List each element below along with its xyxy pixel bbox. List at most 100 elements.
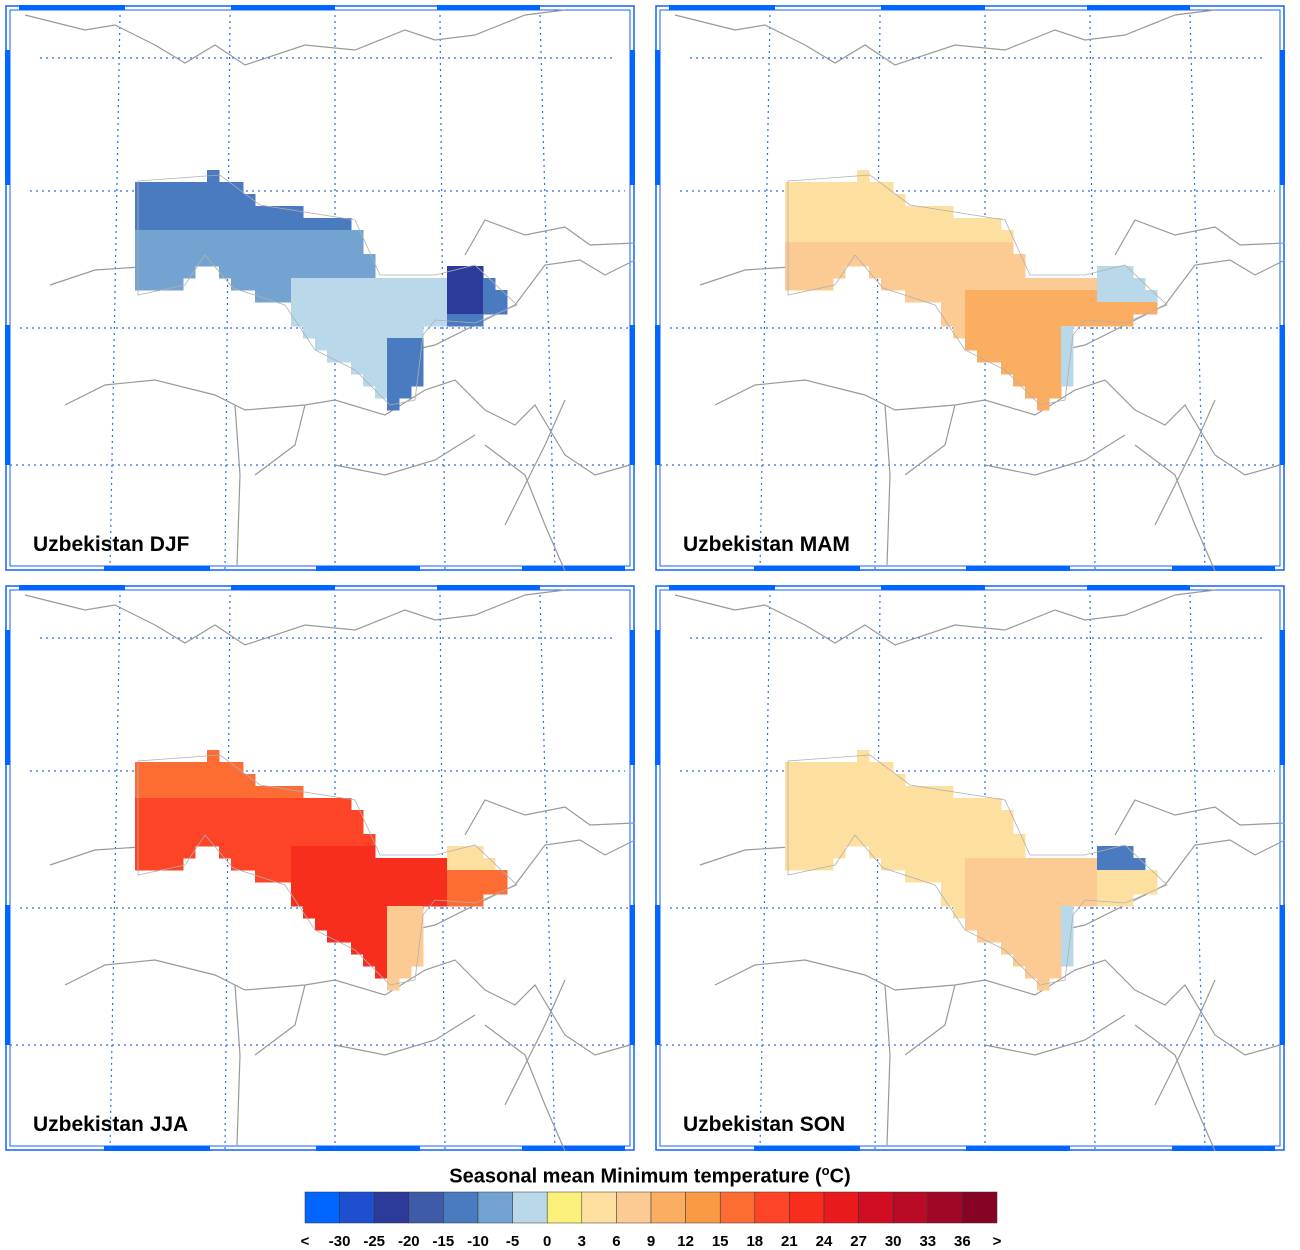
temperature-cell [255, 870, 268, 883]
frame-tick-bottom [522, 1146, 625, 1151]
temperature-cell [1049, 278, 1062, 291]
temperature-cell [929, 218, 942, 231]
temperature-cell [375, 930, 388, 943]
temperature-cell [315, 314, 328, 327]
temperature-cell [399, 918, 412, 931]
temperature-cell [821, 242, 834, 255]
temperature-cell [315, 254, 328, 267]
temperature-cell [435, 290, 448, 303]
temperature-cell [351, 350, 364, 363]
temperature-cell [411, 302, 424, 315]
temperature-cell [159, 218, 172, 231]
temperature-cell [279, 242, 292, 255]
temperature-cell [135, 206, 148, 219]
temperature-cell [845, 798, 858, 811]
temperature-cell [279, 218, 292, 231]
temperature-cell [797, 834, 810, 847]
temperature-cell [1037, 326, 1050, 339]
temperature-cell [207, 822, 220, 835]
temperature-cell [977, 314, 990, 327]
temperature-cell [315, 810, 328, 823]
temperature-cell [929, 870, 942, 883]
temperature-cell [929, 278, 942, 291]
temperature-cell [869, 218, 882, 231]
temperature-cell [423, 290, 436, 303]
temperature-cell [279, 786, 292, 799]
temperature-cell [1073, 870, 1086, 883]
temperature-cell [279, 230, 292, 243]
temperature-cell [857, 254, 870, 267]
temperature-cell [339, 326, 352, 339]
temperature-cell [797, 846, 810, 859]
colorbar-swatch [650, 1191, 686, 1224]
temperature-cell [1133, 858, 1146, 871]
temperature-cell [447, 882, 460, 895]
temperature-cell [965, 290, 978, 303]
temperature-cell [303, 314, 316, 327]
temperature-cell [303, 870, 316, 883]
temperature-cell [387, 386, 400, 399]
temperature-cell [183, 846, 196, 859]
temperature-cell [1013, 870, 1026, 883]
temperature-cell [279, 206, 292, 219]
temperature-cell [893, 786, 906, 799]
temperature-cell [171, 254, 184, 267]
temperature-cell [905, 266, 918, 279]
temperature-cell [929, 846, 942, 859]
temperature-cell [989, 266, 1002, 279]
temperature-cell [1001, 846, 1014, 859]
country-border [234, 984, 566, 1151]
temperature-cell [267, 858, 280, 871]
temperature-cell [315, 846, 328, 859]
temperature-cell [159, 858, 172, 871]
temperature-cell [797, 774, 810, 787]
graticule-line [109, 594, 121, 1151]
temperature-cell [399, 954, 412, 967]
map-canvas-mam [655, 5, 1285, 571]
temperature-cell [917, 230, 930, 243]
temperature-cell [797, 762, 810, 775]
temperature-cell [857, 194, 870, 207]
temperature-cell [135, 786, 148, 799]
temperature-cell [857, 798, 870, 811]
temperature-cell [929, 822, 942, 835]
frame-tick-right [1280, 325, 1285, 465]
frame-tick-top [1087, 5, 1190, 10]
temperature-cell [219, 254, 232, 267]
temperature-cell [387, 882, 400, 895]
temperature-cell [905, 278, 918, 291]
temperature-cell [387, 350, 400, 363]
temperature-cell [953, 822, 966, 835]
temperature-cell [183, 230, 196, 243]
temperature-cell [423, 870, 436, 883]
temperature-cell [159, 230, 172, 243]
frame-tick-bottom [1172, 566, 1275, 571]
temperature-cell [399, 278, 412, 291]
temperature-cell [1037, 362, 1050, 375]
temperature-cell [195, 206, 208, 219]
temperature-cell [207, 194, 220, 207]
colorbar-swatch [546, 1191, 583, 1224]
temperature-cell [171, 846, 184, 859]
temperature-cell [243, 206, 256, 219]
temperature-cell [351, 326, 364, 339]
temperature-cell [339, 918, 352, 931]
temperature-cell [327, 894, 340, 907]
temperature-cell [893, 230, 906, 243]
country-border [674, 9, 1216, 66]
temperature-cell [291, 206, 304, 219]
temperature-cell [977, 278, 990, 291]
temperature-cell [255, 798, 268, 811]
temperature-cell [1061, 930, 1074, 943]
temperature-cell [291, 218, 304, 231]
temperature-cell [881, 242, 894, 255]
temperature-cell [375, 918, 388, 931]
temperature-cell [243, 798, 256, 811]
temperature-cell [1061, 278, 1074, 291]
frame-tick-right [630, 905, 635, 1045]
temperature-cell [231, 774, 244, 787]
temperature-cell [1121, 870, 1134, 883]
temperature-cell [351, 918, 364, 931]
temperature-cell [387, 966, 400, 979]
frame-tick-left [5, 630, 10, 765]
